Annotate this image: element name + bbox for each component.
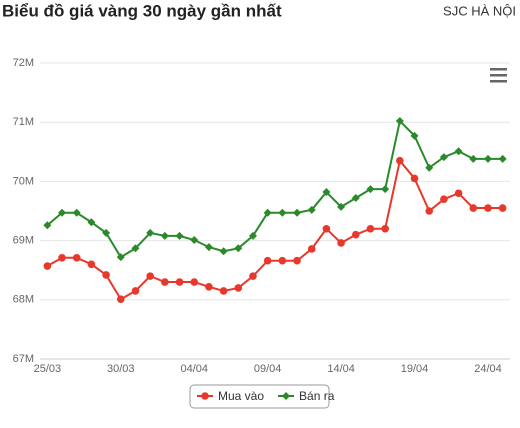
point [366,224,375,233]
point [410,131,419,140]
point [454,189,463,198]
point [87,260,96,269]
point [410,174,419,183]
point [131,287,140,295]
point [484,204,492,212]
point [43,221,52,230]
point [204,243,213,252]
point [58,253,66,262]
x-tick-label: 19/04 [401,363,429,375]
point [175,278,184,286]
point [322,188,331,197]
point [337,239,345,247]
point [307,245,316,253]
point [58,208,67,217]
point [293,256,301,265]
chart-title: Biểu đồ giá vàng 30 ngày gần nhất [2,1,282,20]
point [366,185,375,194]
point [190,236,199,245]
point [381,185,390,194]
point [72,253,81,262]
point [425,207,434,215]
point [483,154,492,163]
point [469,204,478,212]
y-tick-label: 70M [13,175,34,187]
chart-subtitle: SJC HÀ NỘI [443,3,516,18]
point [307,205,316,214]
point [102,271,110,279]
point [160,231,169,240]
point [351,193,360,202]
point [425,163,434,172]
point [72,208,81,217]
point [205,282,213,291]
x-tick-label: 14/04 [327,363,355,375]
point [43,262,52,270]
point [116,253,125,262]
point [219,247,228,256]
legend-symbol [201,392,209,400]
point [234,244,243,253]
point [248,231,257,240]
y-tick-label: 68M [13,294,34,306]
series-line [46,119,503,259]
legend-item[interactable]: Bán ra [278,389,335,403]
point [116,295,125,304]
x-tick-label: 24/04 [474,363,502,375]
point [87,218,96,227]
point [381,224,389,233]
point [102,228,111,237]
point [161,278,169,286]
point [396,156,404,165]
legend-box [189,384,330,409]
point [278,256,287,265]
point [146,228,155,237]
point [351,230,360,239]
point [249,272,257,280]
x-tick-label: 25/03 [34,363,62,375]
point [278,208,287,217]
y-tick-label: 69M [13,235,34,247]
y-tick-label: 67M [13,353,34,365]
point [190,278,199,286]
x-tick-label: 04/04 [180,363,208,375]
y-tick-label: 72M [13,57,34,69]
point [131,244,140,253]
point [322,224,331,233]
menu-icon[interactable] [490,68,507,83]
point [234,284,243,292]
y-tick-label: 71M [13,116,34,128]
legend-label: Bán ra [299,389,335,403]
point [175,231,184,240]
point [498,204,507,212]
point [263,208,272,217]
point [440,195,448,203]
point [263,256,272,265]
legend-symbol [282,392,291,400]
x-tick-label: 30/03 [107,363,135,375]
point [469,154,478,163]
point [454,147,463,156]
legend-label: Mua vào [218,389,264,403]
point [293,208,302,217]
point [337,202,346,211]
point [498,154,507,163]
point [439,153,448,162]
point [395,117,404,126]
point [146,272,154,280]
x-tick-label: 09/04 [254,363,282,375]
legend-item[interactable]: Mua vào [197,389,264,403]
point [219,287,228,295]
